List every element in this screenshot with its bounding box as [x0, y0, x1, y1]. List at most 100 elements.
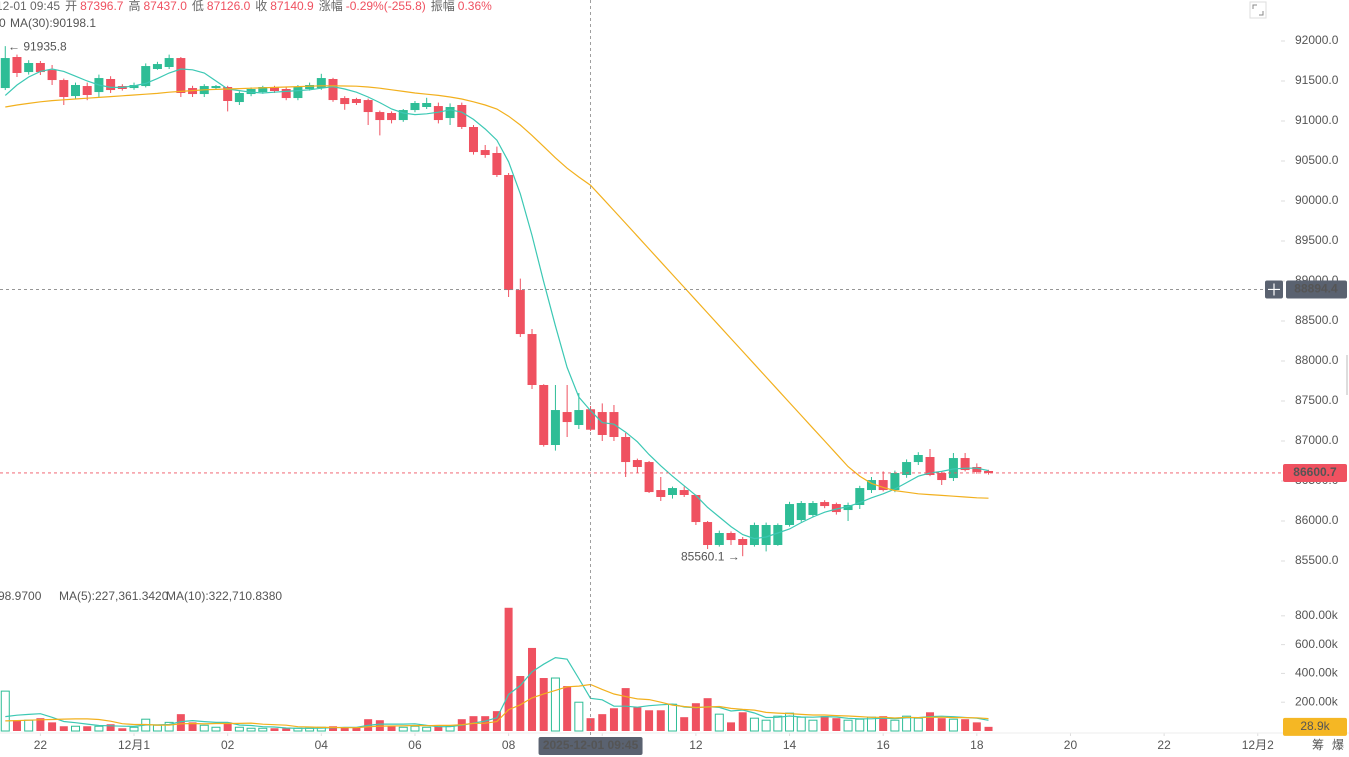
candle-body: [281, 89, 291, 99]
expand-arrows[interactable]: [1252, 4, 1264, 16]
y-tick-label: 88500.0: [1295, 313, 1339, 327]
candle-body: [363, 100, 373, 113]
ohlc-header: 12-01 09:45 开 87396.7 高 87437.0 低 87126.0 收 8714…: [0, 0, 492, 13]
scroll-handle[interactable]: [1346, 355, 1348, 395]
volume-bar: [270, 728, 279, 731]
candle-body: [761, 525, 771, 545]
candle-body: [656, 490, 666, 497]
candle-body: [176, 58, 186, 93]
candle-body: [913, 455, 923, 463]
y-tick-label: 89500.0: [1295, 233, 1339, 247]
volume-bar: [528, 647, 537, 731]
volume-bar: [749, 717, 759, 732]
candle-body: [644, 462, 654, 493]
volume-bar: [820, 716, 829, 731]
candle-body: [246, 89, 256, 95]
candle-body: [410, 103, 420, 111]
volume-bar: [199, 724, 209, 732]
candle-body: [937, 473, 947, 481]
volume-bar: [422, 726, 432, 732]
candle-body: [152, 64, 162, 69]
x-tick-label: 16: [877, 738, 891, 752]
y-tick-label: 200.00k: [1295, 694, 1339, 708]
header-label: 涨幅: [319, 0, 343, 13]
volume-legend: 98.9700: [0, 589, 42, 603]
x-tick-label: 12月1: [118, 738, 150, 752]
candle-body: [820, 502, 830, 507]
candle-body: [597, 412, 607, 435]
candle-body: [632, 460, 642, 467]
candle-body: [902, 462, 912, 475]
candle-body: [574, 410, 584, 425]
volume-bar: [680, 717, 689, 731]
x-tick-label: 08: [502, 738, 516, 752]
volume-bar: [609, 708, 618, 731]
candle-body: [0, 58, 10, 89]
ma-legend: MA(30):90198.1: [10, 16, 96, 30]
volume-bar: [598, 714, 607, 731]
y-tick-label: 91500.0: [1295, 73, 1339, 87]
candle-body: [691, 495, 701, 523]
header-label: 高: [128, 0, 140, 13]
volume-bar: [282, 728, 291, 731]
volume-bar: [94, 725, 104, 732]
candle-body: [293, 87, 303, 99]
volume-bar: [59, 726, 68, 731]
candle-body: [468, 127, 478, 153]
y-tick-label: 88000.0: [1295, 353, 1339, 367]
ma-line: [5, 683, 989, 729]
candle-body: [422, 103, 432, 107]
volume-bar: [352, 727, 361, 731]
ma-line: [5, 85, 989, 499]
volume-bar: [890, 719, 900, 732]
toolbar-button[interactable]: 筹: [1312, 738, 1324, 752]
candle-body: [586, 409, 596, 430]
candle-body: [808, 503, 818, 515]
candle-body: [726, 533, 736, 541]
volume-bar: [761, 719, 771, 732]
candle-body: [515, 290, 525, 335]
header-value: -0.29%(-255.8): [346, 0, 426, 13]
y-tick-label: 86000.0: [1295, 513, 1339, 527]
candle-body: [305, 85, 315, 89]
volume-bar: [727, 722, 736, 731]
volume-bar: [984, 726, 993, 731]
candle-body: [258, 87, 268, 93]
candle-body: [703, 522, 713, 545]
expand-icon[interactable]: [1249, 1, 1267, 19]
candle-body: [831, 504, 841, 513]
volume-bar: [961, 719, 970, 731]
volume-bar: [703, 698, 712, 731]
candle-body: [457, 105, 467, 127]
header-value: 87437.0: [143, 0, 187, 13]
crosshair-time-box: [538, 737, 643, 755]
crosshair-add-button[interactable]: [1265, 280, 1283, 299]
candle-body: [925, 457, 935, 475]
volume-bar: [645, 710, 654, 731]
volume-bar: [118, 728, 127, 731]
volume-bar: [410, 725, 420, 732]
candle-body: [82, 86, 92, 95]
ma-legend: 0: [0, 16, 6, 30]
volume-bar: [714, 713, 724, 732]
volume-bar: [504, 607, 513, 731]
volume-bar: [211, 726, 221, 732]
y-tick-label: 85500.0: [1295, 553, 1339, 567]
candle-body: [785, 504, 795, 525]
expand-frame[interactable]: [1249, 1, 1267, 19]
candle-body: [539, 385, 549, 445]
high-annotation: ← 91935.8: [8, 39, 67, 53]
volume-bar: [948, 718, 958, 732]
volume-bar: [516, 676, 525, 731]
volume-bar: [176, 714, 185, 731]
candle-body: [12, 57, 22, 73]
volume-bar: [937, 718, 946, 731]
toolbar-button[interactable]: 爆: [1332, 738, 1344, 752]
ma-line: [4, 68, 989, 540]
y-tick-label: 400.00k: [1295, 666, 1339, 680]
candle-body: [866, 480, 876, 491]
candle-body: [984, 471, 994, 473]
add-button-icon: [1268, 283, 1280, 296]
x-tick-label: 20: [1064, 738, 1078, 752]
